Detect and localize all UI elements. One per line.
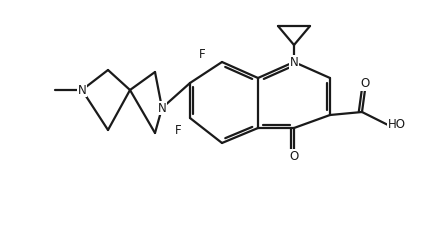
Text: N: N [78,83,86,97]
Text: O: O [360,77,370,90]
Text: N: N [290,56,298,68]
Text: N: N [158,101,166,115]
Text: F: F [175,124,181,137]
Text: O: O [289,150,299,163]
Text: F: F [199,49,205,61]
Text: HO: HO [388,119,406,131]
